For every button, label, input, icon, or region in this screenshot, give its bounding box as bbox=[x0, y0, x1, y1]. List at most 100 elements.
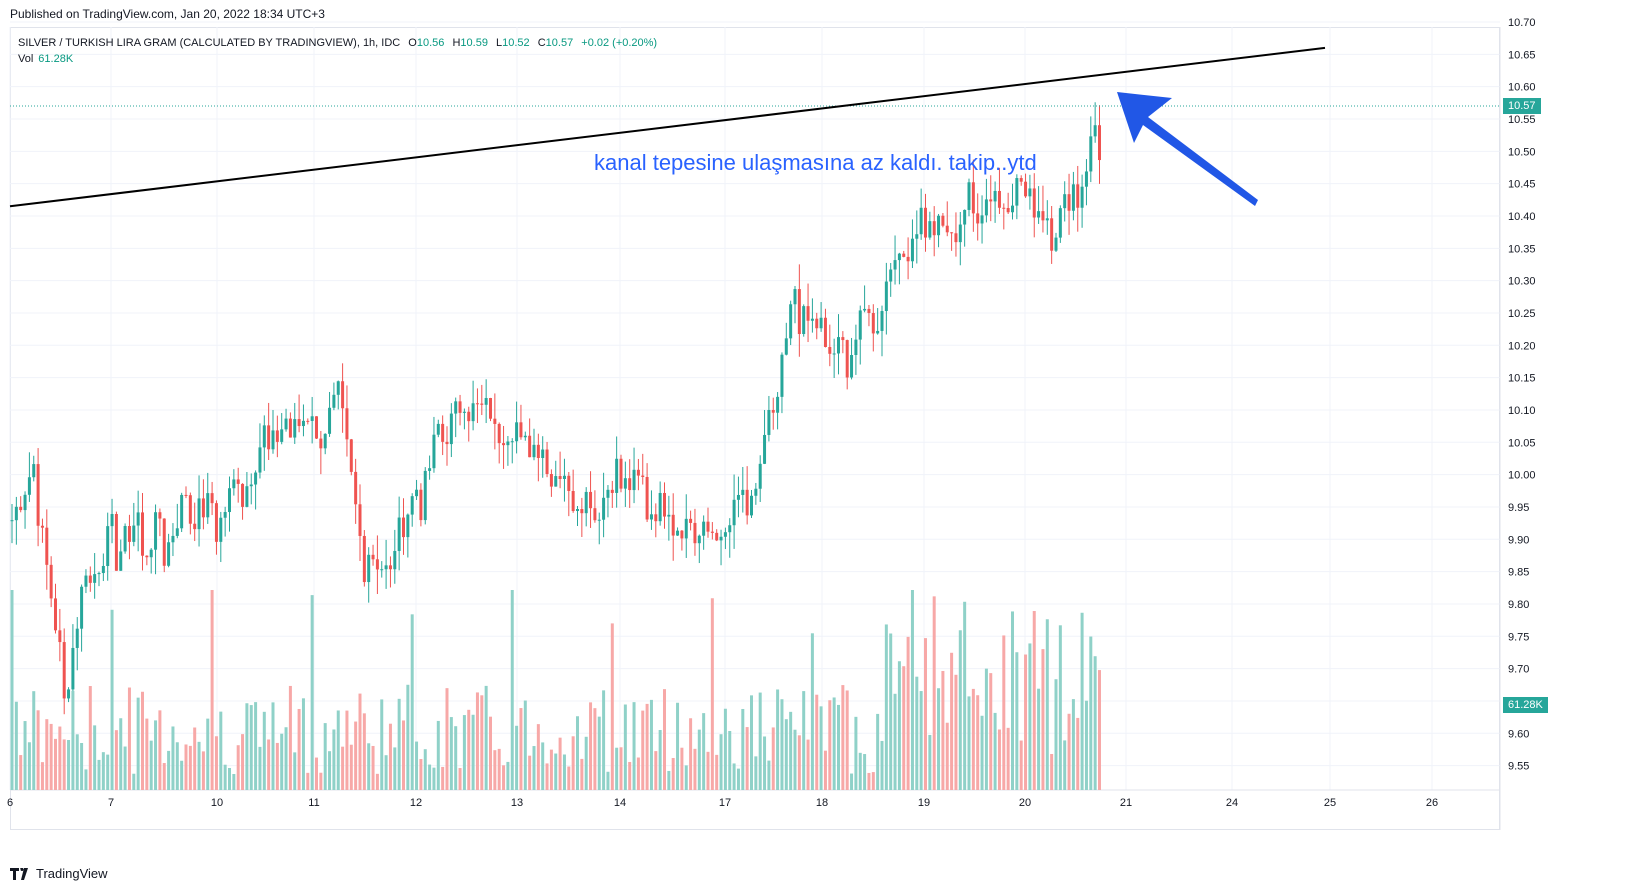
candle-body bbox=[180, 494, 184, 529]
volume-bar bbox=[815, 694, 819, 790]
volume-bar bbox=[262, 711, 266, 790]
x-tick-label: 19 bbox=[918, 797, 930, 809]
candle-body bbox=[1089, 136, 1093, 172]
candle-body bbox=[989, 199, 993, 202]
candle-body bbox=[371, 554, 375, 560]
candle-body bbox=[993, 190, 997, 202]
volume-bar bbox=[497, 748, 501, 790]
volume-bar bbox=[676, 702, 680, 790]
candle-body bbox=[950, 232, 954, 234]
volume-bar bbox=[362, 713, 366, 790]
candle-body bbox=[206, 493, 210, 518]
volume-bar bbox=[1002, 635, 1006, 790]
volume-bar bbox=[484, 685, 488, 790]
volume-bar bbox=[950, 652, 954, 790]
candle-body bbox=[158, 512, 162, 519]
x-tick-label: 24 bbox=[1226, 797, 1238, 809]
candle-body bbox=[667, 514, 671, 517]
candle-body bbox=[249, 484, 253, 487]
candle-body bbox=[584, 491, 588, 514]
volume-bar bbox=[571, 736, 575, 790]
volume-bar bbox=[88, 686, 92, 790]
candle-body bbox=[375, 559, 379, 570]
candle-body bbox=[493, 418, 497, 424]
volume-bar bbox=[732, 763, 736, 790]
volume-bar bbox=[254, 702, 258, 790]
candle-body bbox=[871, 313, 875, 334]
candle-body bbox=[645, 476, 649, 520]
x-tick-label: 6 bbox=[7, 797, 13, 809]
candle-body bbox=[480, 403, 484, 405]
candle-body bbox=[336, 381, 340, 395]
candle-body bbox=[54, 598, 57, 631]
candle-body bbox=[271, 430, 275, 450]
volume-bar bbox=[345, 710, 349, 790]
volume-legend: Vol 61.28K bbox=[18, 52, 73, 67]
volume-bar bbox=[719, 734, 723, 790]
y-tick-label: 10.40 bbox=[1508, 211, 1536, 223]
y-tick-label: 10.45 bbox=[1508, 179, 1536, 191]
volume-bar bbox=[649, 699, 653, 790]
candle-body bbox=[684, 518, 688, 539]
volume-bar bbox=[645, 703, 649, 790]
candle-body bbox=[10, 520, 14, 522]
volume-bar bbox=[493, 750, 497, 790]
y-tick-label: 9.55 bbox=[1508, 761, 1529, 773]
candle-body bbox=[967, 182, 971, 210]
volume-bar bbox=[301, 698, 305, 790]
volume-bar bbox=[45, 719, 49, 790]
candle-body bbox=[597, 519, 601, 521]
annotation-text[interactable]: kanal tepesine ulaşmasına az kaldı. taki… bbox=[594, 150, 1037, 175]
volume-bar bbox=[149, 740, 153, 790]
candle-body bbox=[997, 190, 1001, 208]
volume-bar bbox=[67, 740, 71, 790]
candle-body bbox=[1050, 218, 1054, 251]
volume-bar bbox=[1019, 740, 1023, 790]
volume-bar bbox=[780, 699, 784, 790]
candle-body bbox=[402, 517, 405, 538]
volume-bar bbox=[332, 729, 336, 790]
volume-bar bbox=[610, 623, 614, 790]
candle-body bbox=[484, 398, 488, 405]
volume-bar bbox=[275, 742, 279, 790]
symbol-legend: SILVER / TURKISH LIRA GRAM (CALCULATED B… bbox=[18, 36, 657, 51]
volume-bar bbox=[123, 746, 127, 790]
volume-bar bbox=[1067, 713, 1071, 790]
volume-bar bbox=[36, 710, 40, 790]
candle-body bbox=[406, 514, 410, 538]
volume-bar bbox=[671, 758, 675, 790]
volume-bar bbox=[741, 708, 745, 790]
volume-bar bbox=[684, 765, 688, 790]
candle-body bbox=[763, 434, 767, 464]
candle-body bbox=[23, 494, 27, 511]
volume-bar bbox=[754, 756, 758, 790]
candle-body bbox=[184, 494, 188, 496]
volume-bar bbox=[1093, 656, 1097, 790]
volume-bar bbox=[789, 711, 793, 790]
candle-body bbox=[432, 434, 436, 469]
volume-bar bbox=[597, 716, 601, 790]
y-tick-label: 10.30 bbox=[1508, 276, 1536, 288]
candle-body bbox=[471, 403, 475, 422]
candle-body bbox=[454, 401, 458, 414]
y-tick-label: 10.65 bbox=[1508, 49, 1536, 61]
candle-body bbox=[114, 514, 118, 571]
candle-body bbox=[567, 475, 571, 491]
volume-bar bbox=[1050, 753, 1054, 790]
volume-bar bbox=[328, 751, 332, 790]
candle-body bbox=[984, 199, 988, 216]
volume-bar bbox=[619, 747, 623, 790]
y-tick-label: 9.85 bbox=[1508, 567, 1529, 579]
candle-body bbox=[384, 565, 388, 570]
volume-bar bbox=[323, 723, 327, 790]
candle-body bbox=[549, 473, 553, 487]
candle-body bbox=[119, 551, 123, 571]
candle-body bbox=[123, 526, 127, 552]
candle-body bbox=[106, 526, 110, 566]
volume-bar bbox=[523, 700, 527, 790]
volume-bar bbox=[371, 745, 375, 790]
candle-body bbox=[1054, 237, 1058, 251]
y-tick-label: 10.25 bbox=[1508, 308, 1536, 320]
volume-bar bbox=[97, 759, 101, 790]
